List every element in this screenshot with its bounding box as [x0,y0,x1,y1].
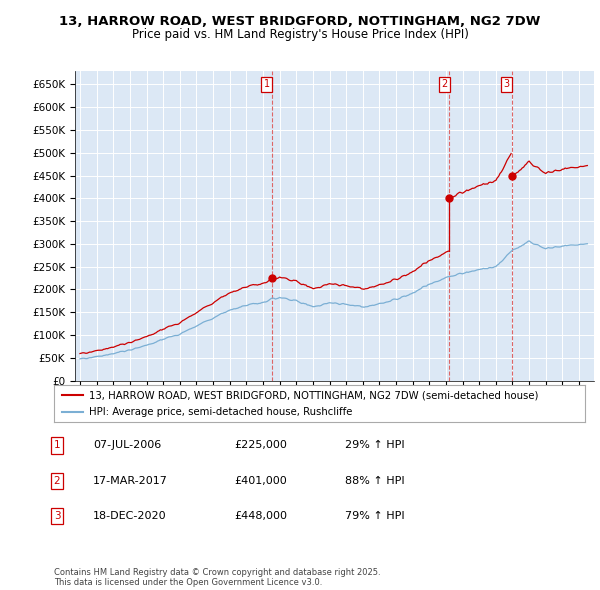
Text: 29% ↑ HPI: 29% ↑ HPI [345,441,404,450]
Text: 3: 3 [53,512,61,521]
Text: 13, HARROW ROAD, WEST BRIDGFORD, NOTTINGHAM, NG2 7DW: 13, HARROW ROAD, WEST BRIDGFORD, NOTTING… [59,15,541,28]
Text: Contains HM Land Registry data © Crown copyright and database right 2025.
This d: Contains HM Land Registry data © Crown c… [54,568,380,587]
Text: 2: 2 [442,80,448,90]
Text: 1: 1 [264,80,270,90]
Text: 1: 1 [53,441,61,450]
Text: £448,000: £448,000 [234,512,287,521]
Text: Price paid vs. HM Land Registry's House Price Index (HPI): Price paid vs. HM Land Registry's House … [131,28,469,41]
Text: 3: 3 [504,80,510,90]
Text: 17-MAR-2017: 17-MAR-2017 [93,476,168,486]
Text: 13, HARROW ROAD, WEST BRIDGFORD, NOTTINGHAM, NG2 7DW (semi-detached house): 13, HARROW ROAD, WEST BRIDGFORD, NOTTING… [89,390,538,400]
Text: 18-DEC-2020: 18-DEC-2020 [93,512,167,521]
Text: 07-JUL-2006: 07-JUL-2006 [93,441,161,450]
Text: 88% ↑ HPI: 88% ↑ HPI [345,476,404,486]
Text: HPI: Average price, semi-detached house, Rushcliffe: HPI: Average price, semi-detached house,… [89,407,352,417]
Text: 79% ↑ HPI: 79% ↑ HPI [345,512,404,521]
Text: £401,000: £401,000 [234,476,287,486]
Text: £225,000: £225,000 [234,441,287,450]
Text: 2: 2 [53,476,61,486]
